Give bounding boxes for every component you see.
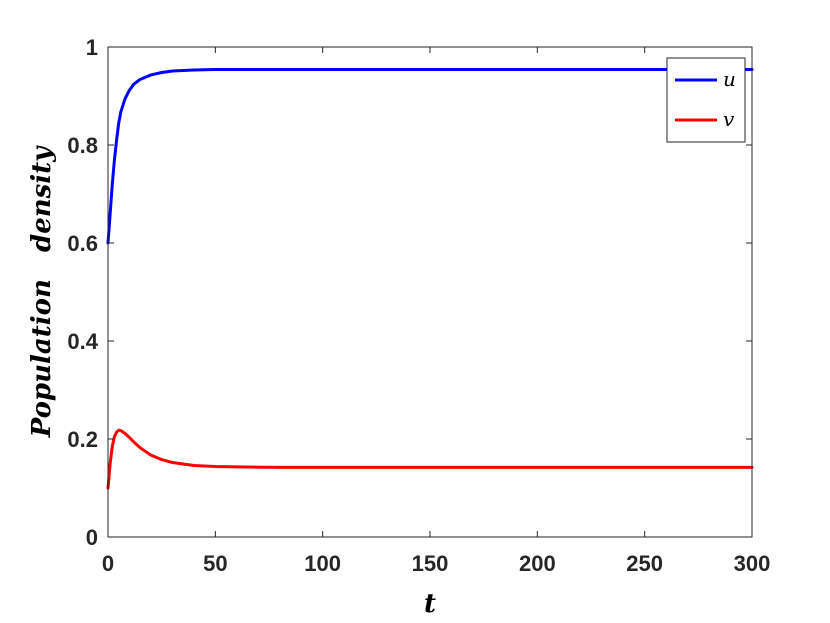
x-tick-label: 150 xyxy=(412,551,449,576)
x-tick-label: 50 xyxy=(203,551,227,576)
x-tick-label: 250 xyxy=(626,551,663,576)
y-tick-label: 0.6 xyxy=(67,231,98,256)
legend-box xyxy=(666,57,746,143)
legend-label-v: v xyxy=(723,107,735,131)
x-axis: 0 50 100 150 200 250 300 xyxy=(102,47,770,576)
series-line-v xyxy=(106,428,754,490)
x-tick-label: 200 xyxy=(519,551,556,576)
series-line-u xyxy=(106,68,754,245)
y-tick-label: 0.8 xyxy=(67,133,98,158)
y-tick-label: 0.2 xyxy=(67,427,98,452)
x-tick-label: 0 xyxy=(102,551,114,576)
y-tick-label: 0.4 xyxy=(67,329,98,354)
y-tick-label: 0 xyxy=(86,525,98,550)
x-tick-label: 100 xyxy=(304,551,341,576)
x-tick-label: 300 xyxy=(734,551,771,576)
series-layer xyxy=(106,68,754,490)
y-axis-label: Population density xyxy=(27,145,57,438)
y-tick-label: 1 xyxy=(86,35,98,60)
legend: uv xyxy=(666,57,746,143)
y-axis: 0 0.2 0.4 0.6 0.8 1 xyxy=(67,35,752,550)
x-axis-label: t xyxy=(424,589,436,619)
legend-label-u: u xyxy=(723,67,736,91)
plot-area xyxy=(108,47,752,537)
